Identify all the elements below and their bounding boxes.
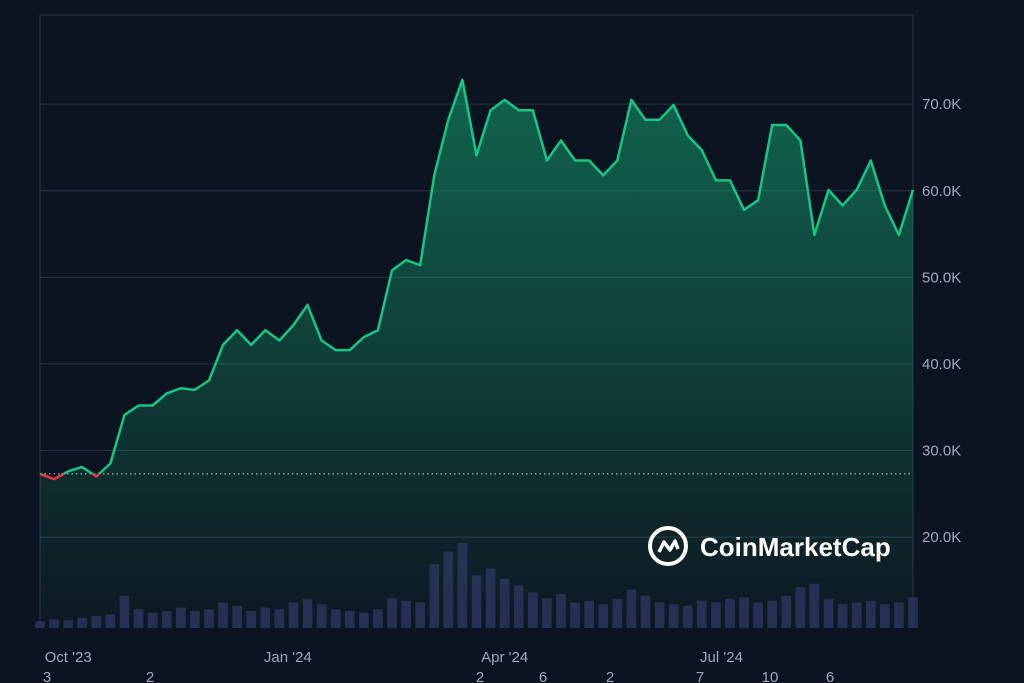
volume-bar xyxy=(147,612,158,628)
volume-bar xyxy=(387,598,397,628)
volume-bar xyxy=(654,602,665,628)
y-tick-label: 60.0K xyxy=(922,183,961,200)
volume-bar xyxy=(330,609,341,628)
volume-bar xyxy=(91,616,102,628)
x-sublabel: 2 xyxy=(476,669,484,683)
volume-bar xyxy=(725,599,735,628)
volume-bar xyxy=(161,611,172,628)
volume-bar xyxy=(190,611,200,628)
volume-bar xyxy=(598,604,609,628)
volume-bar xyxy=(119,595,130,628)
volume-bar xyxy=(739,597,749,628)
volume-bar xyxy=(626,589,637,628)
volume-bar xyxy=(527,592,538,628)
volume-bar xyxy=(823,599,834,628)
volume-bar xyxy=(218,602,228,628)
x-sublabel: 3 xyxy=(43,669,51,683)
x-sublabel: 2 xyxy=(606,669,614,683)
volume-bar xyxy=(133,609,144,628)
volume-bar xyxy=(373,609,383,628)
volume-bar xyxy=(471,575,482,628)
x-sublabel: 7 xyxy=(696,669,704,683)
x-tick-label: Jul '24 xyxy=(700,649,743,666)
volume-bar xyxy=(894,602,904,628)
volume-bar xyxy=(77,617,88,628)
x-tick-label: Jan '24 xyxy=(264,649,312,666)
volume-bar xyxy=(457,543,468,628)
volume-bar xyxy=(302,599,313,628)
volume-bar xyxy=(274,609,285,628)
x-tick-label: Oct '23 xyxy=(45,649,92,666)
y-tick-label: 30.0K xyxy=(922,443,961,460)
y-tick-label: 40.0K xyxy=(922,356,961,373)
volume-bar xyxy=(260,607,271,628)
volume-bar xyxy=(513,585,524,628)
volume-bar xyxy=(865,600,876,628)
volume-bar xyxy=(415,602,426,628)
price-line xyxy=(39,78,915,481)
volume-bar xyxy=(175,607,186,628)
volume-bar xyxy=(443,551,454,628)
watermark-logo xyxy=(648,526,688,566)
volume-bar xyxy=(499,578,510,628)
volume-bar xyxy=(401,600,411,628)
volume-bar xyxy=(851,602,862,628)
volume-bar xyxy=(35,621,45,628)
volume-bar xyxy=(344,611,355,628)
volume-bar xyxy=(781,595,792,628)
volume-bar xyxy=(556,594,566,628)
volume-bar xyxy=(879,604,890,628)
watermark: CoinMarketCap xyxy=(700,532,891,562)
volume-bar xyxy=(485,568,496,628)
volume-bar xyxy=(105,614,116,628)
volume-bar xyxy=(668,604,679,628)
volume-bar xyxy=(682,605,693,628)
volume-bar xyxy=(711,602,721,628)
x-tick-label: Apr '24 xyxy=(481,649,528,666)
volume-bar xyxy=(795,587,806,628)
volume-bar xyxy=(570,602,580,628)
volume-bar xyxy=(232,605,242,628)
x-sublabel: 6 xyxy=(539,669,547,683)
volume-bar xyxy=(288,602,299,628)
y-tick-label: 20.0K xyxy=(922,529,961,546)
volume-bar xyxy=(204,609,214,628)
volume-bar xyxy=(640,595,651,628)
volume-bar xyxy=(542,598,552,628)
volume-bar xyxy=(809,583,820,628)
volume-bar xyxy=(584,600,594,628)
price-area xyxy=(40,79,913,628)
y-tick-label: 50.0K xyxy=(922,269,961,286)
volume-bar xyxy=(908,597,918,628)
volume-bar xyxy=(63,620,74,628)
volume-bar xyxy=(612,599,623,628)
volume-bar xyxy=(316,604,327,628)
x-sublabel: 10 xyxy=(762,669,779,683)
volume-bar xyxy=(767,600,778,628)
x-sublabel: 6 xyxy=(826,669,834,683)
volume-bar xyxy=(753,602,763,628)
x-sublabel: 2 xyxy=(146,669,154,683)
volume-bar xyxy=(837,604,848,628)
volume-bar xyxy=(246,611,257,628)
y-tick-label: 70.0K xyxy=(922,96,961,113)
volume-bar xyxy=(49,619,59,628)
volume-bar xyxy=(429,564,440,628)
volume-bar xyxy=(696,600,707,628)
volume-bar xyxy=(359,612,369,628)
